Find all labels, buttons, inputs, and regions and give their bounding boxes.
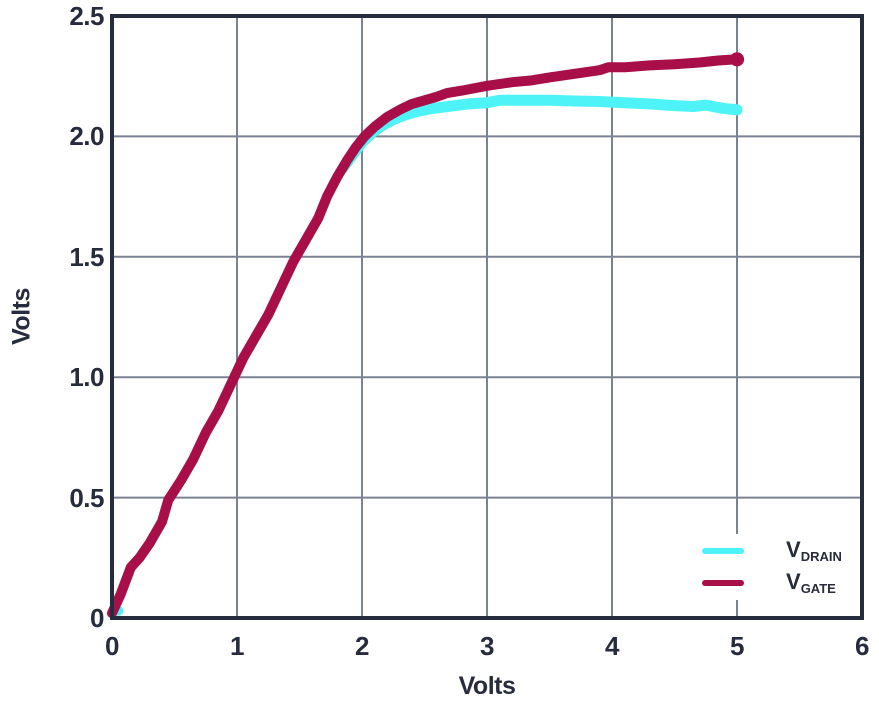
y-tick-label: 1.0 — [69, 362, 104, 393]
plot-area — [107, 14, 864, 620]
legend-swatch-gate-icon — [702, 580, 744, 586]
legend-label-gate-sub: GATE — [800, 580, 836, 596]
legend-row-gate: VGATE — [680, 569, 858, 597]
x-tick-label: 3 — [480, 631, 494, 661]
x-tick-label: 4 — [605, 631, 619, 661]
y-tick-label: 1.5 — [69, 241, 104, 272]
legend-label-drain-sub: DRAIN — [800, 548, 842, 564]
legend-label-gate-main: V — [786, 568, 801, 594]
y-tick-label: 2.0 — [69, 121, 104, 152]
x-axis-title: Volts — [458, 672, 516, 700]
y-tick-label: 0 — [90, 603, 104, 633]
legend-label-drain-main: V — [786, 536, 801, 562]
legend-label-gate: VGATE — [786, 568, 836, 599]
series-line-gate — [107, 54, 742, 619]
y-axis-title: Volts — [7, 288, 36, 345]
legend-row-drain: VDRAIN — [680, 537, 858, 565]
y-tick-label: 2.5 — [69, 1, 104, 31]
x-tick-label: 5 — [730, 631, 744, 661]
series-end-dot-gate — [730, 52, 744, 67]
x-tick-label: 2 — [355, 631, 369, 661]
x-tick-label: 6 — [855, 631, 869, 661]
x-tick-label: 0 — [105, 631, 119, 661]
legend: VDRAIN VGATE — [680, 534, 858, 600]
y-tick-label: 0.5 — [69, 482, 104, 513]
legend-label-drain: VDRAIN — [786, 536, 842, 567]
plot-frame — [110, 14, 864, 620]
x-tick-label: 1 — [230, 631, 244, 661]
legend-swatch-drain-icon — [702, 548, 744, 554]
